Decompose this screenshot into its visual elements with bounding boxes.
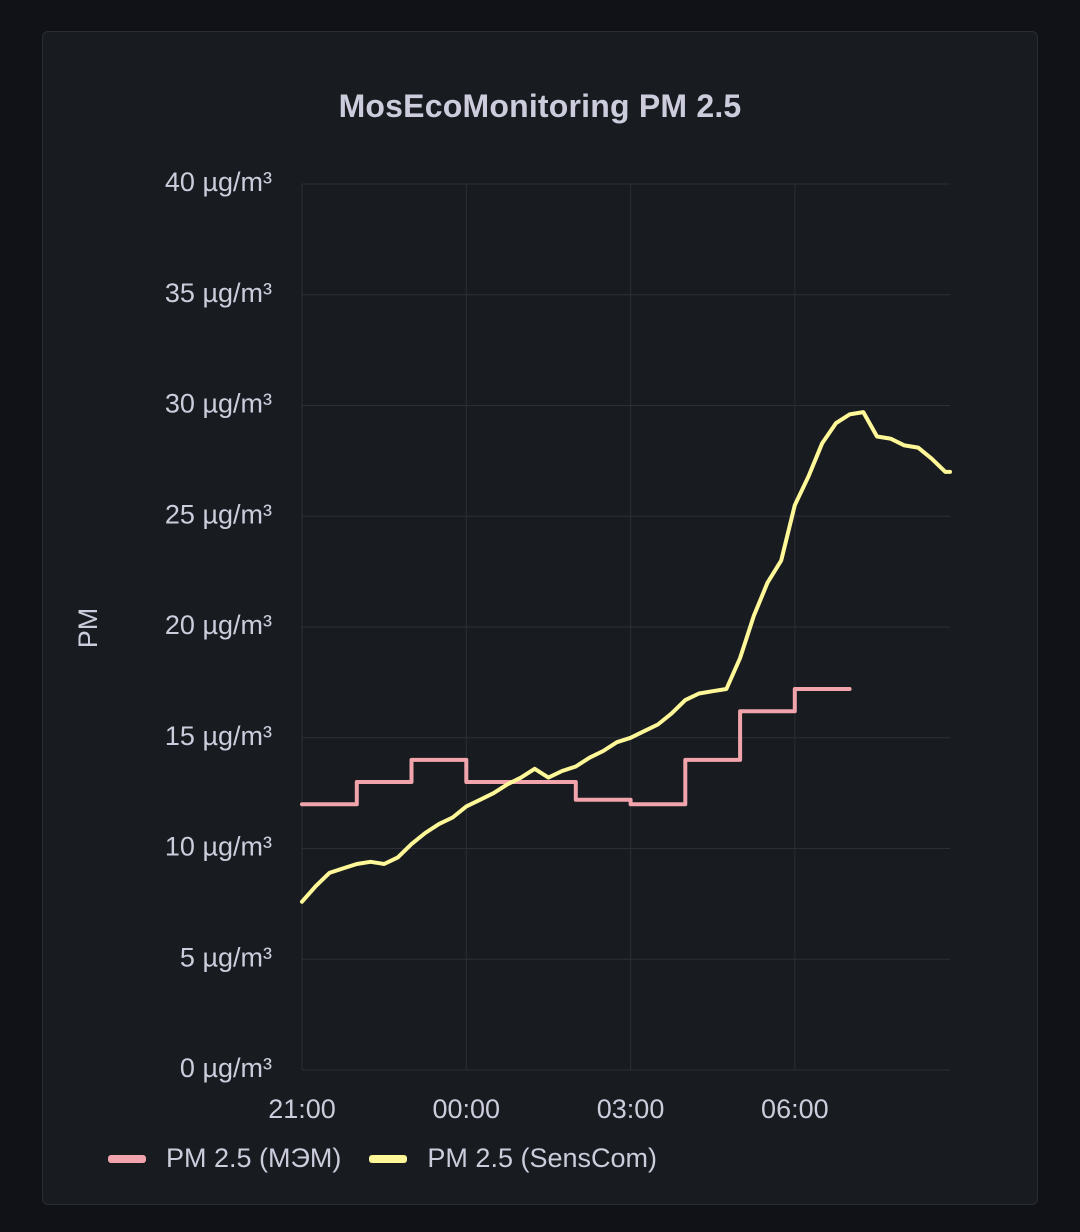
x-tick-label: 03:00 (597, 1094, 665, 1124)
legend-swatch-mem (108, 1154, 146, 1163)
legend-label-mem: PM 2.5 (МЭМ) (166, 1143, 342, 1173)
series-line-mem (300, 687, 852, 807)
series (300, 410, 952, 904)
legend-swatch-senscom (369, 1154, 408, 1163)
y-axis-title: PM (73, 608, 103, 649)
panel-title: MosEcoMonitoring PM 2.5 (338, 88, 742, 124)
x-tick-label: 21:00 (268, 1094, 336, 1124)
y-tick-label: 20 µg/m³ (165, 610, 272, 640)
y-tick-label: 30 µg/m³ (165, 389, 272, 419)
y-tick-label: 15 µg/m³ (165, 721, 272, 751)
y-tick-label: 35 µg/m³ (165, 278, 272, 308)
y-tick-label: 25 µg/m³ (165, 499, 272, 529)
y-tick-label: 0 µg/m³ (180, 1053, 272, 1083)
y-tick-label: 5 µg/m³ (180, 942, 272, 972)
y-tick-label: 10 µg/m³ (165, 832, 272, 862)
chart-panel: MosEcoMonitoring PM 2.5 (42, 31, 1038, 1205)
grid (301, 183, 950, 1071)
legend-item-mem[interactable]: PM 2.5 (МЭМ) (108, 1143, 341, 1174)
x-axis: 21:00 00:00 03:00 06:00 (268, 1094, 828, 1124)
legend-label-senscom: PM 2.5 (SensCom) (427, 1143, 657, 1173)
series-line-senscom (300, 410, 952, 904)
x-tick-label: 00:00 (432, 1094, 500, 1124)
y-axis: 0 µg/m³ 5 µg/m³ 10 µg/m³ 15 µg/m³ 20 µg/m³ 25… (165, 167, 272, 1083)
legend-item-senscom[interactable]: PM 2.5 (SensCom) (369, 1143, 657, 1174)
legend: PM 2.5 (МЭМ) PM 2.5 (SensCom) (108, 1143, 685, 1174)
x-tick-label: 06:00 (761, 1094, 829, 1124)
y-tick-label: 40 µg/m³ (165, 167, 272, 197)
